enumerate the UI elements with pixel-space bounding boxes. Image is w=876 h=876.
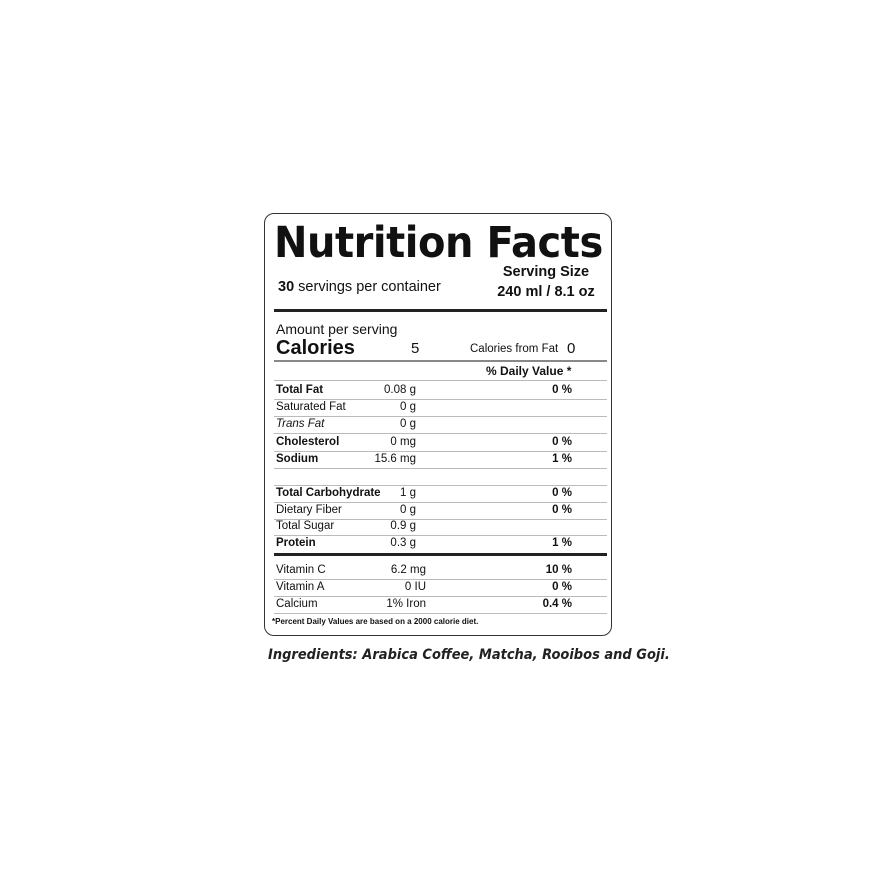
divider bbox=[274, 399, 607, 400]
nutrient-daily-value: 0.4 % bbox=[542, 598, 572, 610]
divider bbox=[274, 613, 607, 614]
divider bbox=[274, 502, 607, 503]
divider bbox=[274, 519, 607, 520]
nutrient-row: Saturated Fat 0 g bbox=[276, 399, 606, 416]
divider bbox=[274, 380, 607, 381]
nutrient-amount: 0 g bbox=[400, 418, 416, 430]
nutrient-daily-value: 10 % bbox=[545, 564, 572, 576]
divider bbox=[274, 596, 607, 597]
nutrient-amount: 0 mg bbox=[390, 436, 416, 448]
nutrient-amount: 0 IU bbox=[404, 581, 426, 593]
nutrient-daily-value: 0 % bbox=[552, 487, 572, 499]
nutrient-amount: 1% Iron bbox=[386, 598, 426, 610]
calories-label: Calories bbox=[276, 337, 355, 359]
nutrient-row: Vitamin C 6.2 mg 10 % bbox=[276, 562, 606, 579]
nutrient-name: Total Carbohydrate bbox=[276, 487, 381, 499]
thick-divider bbox=[274, 309, 607, 312]
nutrient-name: Protein bbox=[276, 537, 316, 549]
nutrient-daily-value: 1 % bbox=[552, 537, 572, 549]
nutrient-amount: 15.6 mg bbox=[374, 453, 416, 465]
nutrient-name: Dietary Fiber bbox=[276, 504, 342, 516]
ingredients: Ingredients: Arabica Coffee, Matcha, Roo… bbox=[268, 647, 670, 663]
divider bbox=[274, 433, 607, 434]
serving-size-value: 240 ml / 8.1 oz bbox=[497, 284, 595, 300]
nutrient-amount: 0.08 g bbox=[384, 384, 416, 396]
nutrition-label bbox=[264, 213, 612, 636]
nutrient-amount: 0 g bbox=[400, 504, 416, 516]
calories-from-fat-value: 0 bbox=[567, 340, 576, 357]
footnote: *Percent Daily Values are based on a 200… bbox=[272, 617, 479, 626]
calories-from-fat-label: Calories from Fat bbox=[470, 343, 559, 355]
servings-per-container: 30 servings per container bbox=[278, 279, 441, 295]
nutrient-row: Total Sugar 0.9 g bbox=[276, 518, 606, 535]
nutrient-name: Vitamin A bbox=[276, 581, 325, 593]
divider bbox=[274, 535, 607, 536]
nutrient-amount: 0.9 g bbox=[390, 520, 416, 532]
servings-text: servings per container bbox=[298, 279, 441, 295]
nutrient-row: Total Fat 0.08 g 0 % bbox=[276, 382, 606, 399]
nutrient-row: Calcium 1% Iron 0.4 % bbox=[276, 596, 606, 613]
nutrient-name: Saturated Fat bbox=[276, 401, 346, 413]
nutrient-name: Total Fat bbox=[276, 384, 324, 396]
nutrient-row: Sodium 15.6 mg 1 % bbox=[276, 451, 606, 468]
thick-divider bbox=[274, 553, 607, 556]
amount-per-serving: Amount per serving bbox=[276, 321, 398, 337]
divider bbox=[274, 360, 607, 362]
divider bbox=[274, 451, 607, 452]
serving-size-label: Serving Size bbox=[502, 264, 590, 280]
nutrient-name: Cholesterol bbox=[276, 436, 340, 448]
divider bbox=[274, 485, 607, 486]
nutrient-daily-value: 1 % bbox=[552, 453, 572, 465]
label-title: Nutrition Facts bbox=[274, 218, 603, 268]
nutrient-name: Vitamin C bbox=[276, 564, 326, 576]
nutrient-daily-value: 0 % bbox=[552, 436, 572, 448]
nutrient-daily-value: 0 % bbox=[552, 504, 572, 516]
nutrient-row: Cholesterol 0 mg 0 % bbox=[276, 434, 606, 451]
daily-value-header: % Daily Value * bbox=[486, 364, 572, 378]
servings-count: 30 bbox=[278, 279, 295, 295]
nutrient-name: Total Sugar bbox=[276, 520, 335, 532]
nutrient-daily-value: 0 % bbox=[552, 581, 572, 593]
nutrient-row: Trans Fat 0 g bbox=[276, 416, 606, 433]
nutrient-daily-value: 0 % bbox=[552, 384, 572, 396]
divider bbox=[274, 579, 607, 580]
nutrient-row: Vitamin A 0 IU 0 % bbox=[276, 579, 606, 596]
nutrient-row: Protein 0.3 g 1 % bbox=[276, 535, 606, 552]
nutrient-amount: 6.2 mg bbox=[390, 564, 426, 576]
calories-value: 5 bbox=[411, 340, 420, 357]
nutrient-amount: 1 g bbox=[400, 487, 416, 499]
divider bbox=[274, 416, 607, 417]
nutrient-amount: 0.3 g bbox=[390, 537, 416, 549]
nutrient-name: Sodium bbox=[276, 453, 319, 465]
divider bbox=[274, 468, 607, 469]
nutrient-name: Trans Fat bbox=[276, 418, 325, 430]
nutrient-row: Dietary Fiber 0 g 0 % bbox=[276, 502, 606, 519]
nutrient-name: Calcium bbox=[276, 598, 318, 610]
nutrient-row: Total Carbohydrate 1 g 0 % bbox=[276, 485, 606, 502]
nutrient-amount: 0 g bbox=[400, 401, 416, 413]
